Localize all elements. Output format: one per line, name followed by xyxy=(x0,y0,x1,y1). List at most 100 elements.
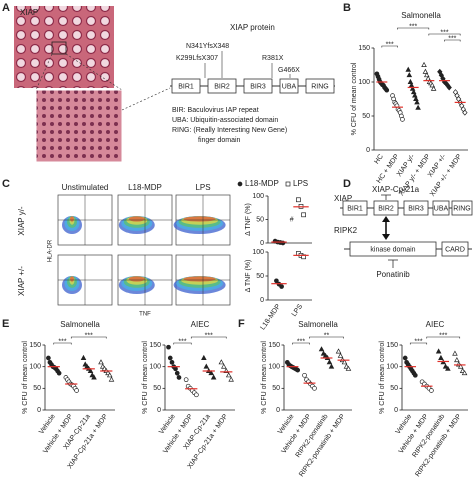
x-tick-label: LPS xyxy=(291,303,305,318)
y-tick-label: 150 xyxy=(358,45,370,52)
data-point xyxy=(457,363,464,369)
zoom-line xyxy=(35,53,53,91)
cell-density xyxy=(183,276,216,282)
data-point xyxy=(279,284,284,289)
data-point xyxy=(274,278,279,284)
chart-title: AIEC xyxy=(426,320,445,329)
y-tick-label: 50 xyxy=(272,385,280,392)
y-tick-label: 0 xyxy=(260,240,264,247)
inhibitor-label: Ponatinib xyxy=(376,270,410,279)
panel-letter: B xyxy=(343,2,351,14)
data-point xyxy=(194,392,199,398)
data-point xyxy=(295,367,301,373)
domain xyxy=(451,200,473,216)
data-point xyxy=(91,374,97,380)
column-label: L18-MDP xyxy=(128,183,162,192)
significance-label: *** xyxy=(439,332,447,339)
axis-label: HLA-DR xyxy=(48,239,54,262)
data-point xyxy=(429,388,434,393)
protein-label: XIAP xyxy=(334,194,352,203)
panel-letter: F xyxy=(238,318,245,330)
significance-bracket xyxy=(309,336,344,339)
y-tick-label: 0 xyxy=(37,407,41,414)
data-point xyxy=(406,72,413,78)
y-tick-label: 0 xyxy=(366,147,370,154)
cell-density xyxy=(70,216,74,222)
y-tick-label: 50 xyxy=(33,385,41,392)
domain-label: BIR3 xyxy=(250,83,266,90)
connector xyxy=(121,87,171,111)
row-label: XIAP y/- xyxy=(17,206,26,236)
chart-title: Salmonella xyxy=(60,320,100,329)
data-point xyxy=(462,109,468,116)
x-tick-label: HC xyxy=(373,153,385,165)
data-point xyxy=(421,61,427,67)
significance-bracket xyxy=(70,336,107,339)
y-tick-label: 100 xyxy=(149,364,161,371)
data-point xyxy=(422,68,429,74)
arrow-head xyxy=(382,216,390,222)
data-point xyxy=(228,376,234,382)
data-point xyxy=(415,104,421,110)
significance-bracket xyxy=(409,342,428,345)
domain-label: UBA xyxy=(434,205,449,212)
data-point xyxy=(452,350,458,356)
significance-label: *** xyxy=(297,338,305,345)
panel-letter: A xyxy=(2,2,10,14)
data-point xyxy=(302,372,307,378)
chart-title: Salmonella xyxy=(401,11,441,20)
panel-letter: D xyxy=(343,178,351,190)
domain-label: RING xyxy=(453,205,471,212)
data-point xyxy=(435,348,442,354)
data-point xyxy=(412,372,418,378)
y-tick-label: 0 xyxy=(260,297,264,304)
significance-label: *** xyxy=(58,338,66,345)
domain-label: kinase domain xyxy=(370,246,415,253)
domain-label: BIR1 xyxy=(178,83,194,90)
significance-label: *** xyxy=(178,338,186,345)
data-point xyxy=(384,87,390,93)
legend-label: LPS xyxy=(293,179,308,188)
histology-image xyxy=(14,6,114,88)
mutation: G466X xyxy=(278,67,300,74)
y-axis-label: Δ TNF (%) xyxy=(245,203,252,236)
legend-label: L18-MDP xyxy=(245,179,279,188)
data-point xyxy=(345,365,352,371)
y-tick-label: 50 xyxy=(362,113,370,120)
zoom-box xyxy=(51,41,67,55)
legend-marker xyxy=(285,181,291,187)
y-axis-label: % CFU of mean control xyxy=(22,341,29,414)
y-axis-label: % CFU of mean control xyxy=(261,341,268,414)
data-point xyxy=(414,99,420,105)
chart-title: Salmonella xyxy=(298,320,338,329)
data-point xyxy=(335,348,342,354)
y-tick-label: 50 xyxy=(153,385,161,392)
significance-label: *** xyxy=(440,29,448,36)
legend-text: UBA: Ubiquitin-associated domain xyxy=(172,117,278,124)
domain-label: CARD xyxy=(445,246,465,253)
significance-bracket xyxy=(381,45,398,48)
y-tick-label: 100 xyxy=(386,364,398,371)
data-point xyxy=(454,357,460,363)
domain xyxy=(207,78,237,94)
mutation: R381X xyxy=(262,55,284,62)
data-point xyxy=(446,84,452,91)
arrow-head xyxy=(382,234,390,240)
domain-label: UBA xyxy=(282,83,297,90)
data-point xyxy=(56,370,62,376)
y-tick-label: 0 xyxy=(276,407,280,414)
data-point xyxy=(221,363,227,369)
image-label: XIAP xyxy=(20,8,38,17)
domain xyxy=(349,241,437,257)
y-tick-label: 100 xyxy=(29,364,41,371)
significance-label: ** xyxy=(324,332,330,339)
domain-label: RING xyxy=(311,83,329,90)
mutation: K299LfsX307 xyxy=(176,55,218,62)
significance-bracket xyxy=(53,342,72,345)
column-label: Unstimulated xyxy=(62,183,109,192)
data-point xyxy=(210,374,217,380)
data-point xyxy=(225,372,232,378)
domain-label: BIR3 xyxy=(408,205,424,212)
data-point xyxy=(343,363,350,369)
data-point xyxy=(108,376,115,382)
